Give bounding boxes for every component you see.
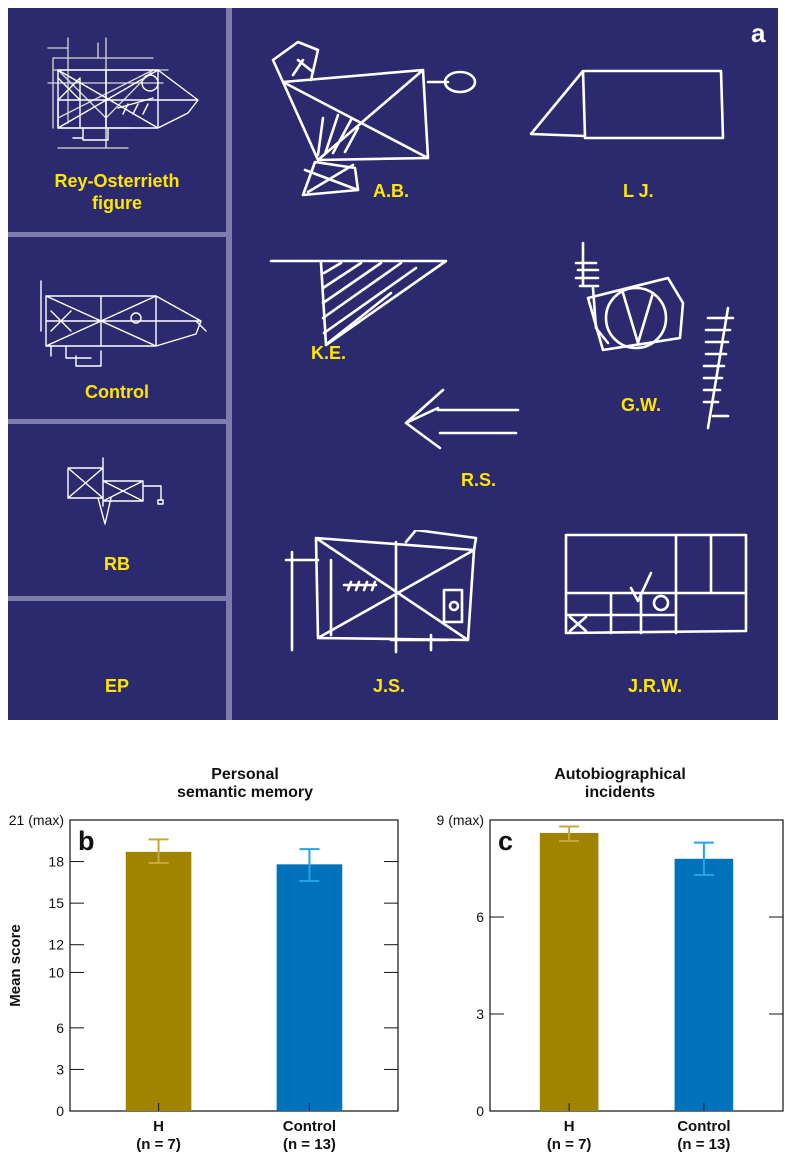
chart-b-plot-frame	[69, 819, 399, 1112]
chart-b-bar-control	[276, 864, 343, 1111]
control-drawing	[40, 280, 207, 367]
chart-b-title-line1: Personal	[211, 766, 279, 783]
chart-c-ytick-label: 0	[476, 1103, 484, 1119]
js-label: J.S.	[373, 676, 406, 696]
chart-b-category-label: Control	[283, 1118, 336, 1135]
ep-label: EP	[104, 676, 129, 696]
chart-c-category-label: H	[564, 1118, 575, 1135]
rey-osterrieth-label-line2: figure	[91, 193, 142, 213]
lj-label: L J.	[623, 181, 654, 201]
rb-label: RB	[104, 554, 130, 574]
chart-b-ytick-label: 0	[56, 1103, 64, 1119]
rs-drawing	[404, 388, 520, 450]
ab-label: A.B.	[373, 181, 409, 201]
chart-c-title-line2: incidents	[584, 784, 656, 801]
chart-b-panel-letter: b	[78, 826, 95, 856]
vertical-divider	[226, 8, 232, 720]
chart-b-ytick-label: 12	[48, 937, 64, 953]
gw-label: G.W.	[621, 395, 661, 415]
chart-b-ytick-label: 21 (max)	[9, 812, 64, 828]
chart-b-category-label: H	[153, 1118, 164, 1135]
ke-label: K.E.	[311, 343, 347, 363]
horizontal-divider-2	[8, 419, 226, 424]
chart-b-bar-h	[125, 851, 192, 1111]
js-drawing	[284, 530, 478, 654]
chart-b-ytick-label: 15	[48, 895, 64, 911]
chart-c-ytick-label: 9 (max)	[437, 812, 484, 828]
chart-b-category-sublabel: (n = 13)	[283, 1136, 336, 1153]
chart-b-category-sublabel: (n = 7)	[136, 1136, 181, 1153]
chart-c-ytick-label: 6	[476, 909, 484, 925]
chart-b-ytick-label: 6	[56, 1020, 64, 1036]
chart-c-title: Autobiographical incidents	[520, 766, 720, 802]
chart-b-ytick-label: 3	[56, 1061, 64, 1077]
horizontal-divider-1	[8, 232, 226, 237]
chart-c-category-sublabel: (n = 13)	[677, 1136, 730, 1153]
panel-a-drawings: a Rey-Osterrieth figure Control RB EP	[8, 8, 778, 720]
chart-b-ylabel: Mean score	[7, 924, 24, 1007]
chart-c-category-label: Control	[677, 1118, 730, 1135]
chart-b-title-line2: semantic memory	[176, 784, 314, 801]
lj-drawing	[529, 69, 725, 140]
panel-letter-a: a	[751, 18, 766, 48]
jrw-label: J.R.W.	[628, 676, 683, 696]
rb-drawing	[67, 457, 164, 525]
chart-b-personal-semantic-memory: 0 3 6 10 12 15 18 21 (max) Mean score b H(n = 7) Co…	[7, 812, 399, 1153]
jrw-drawing	[564, 533, 748, 635]
chart-b-ytick-label: 18	[48, 854, 64, 870]
chart-b-ytick-label: 10	[48, 964, 64, 980]
gw-drawing	[574, 241, 735, 430]
chart-c-panel-letter: c	[498, 826, 513, 856]
chart-c-title-line1: Autobiographical	[554, 766, 686, 783]
chart-b-title: Personal semantic memory	[145, 766, 345, 802]
ke-drawing	[269, 259, 448, 347]
chart-c-plot-frame	[489, 819, 784, 1112]
rey-osterrieth-figure-drawing	[47, 37, 199, 149]
chart-c-bar-control	[674, 858, 734, 1111]
chart-c-ytick-label: 3	[476, 1006, 484, 1022]
chart-c-category-sublabel: (n = 7)	[547, 1136, 592, 1153]
chart-c-autobiographical-incidents: 0 3 6 9 (max) c H(n = 7) Control(n = 13)	[437, 812, 784, 1153]
control-label: Control	[85, 382, 149, 402]
chart-c-bar-h	[539, 832, 599, 1111]
rey-osterrieth-label: Rey-Osterrieth figure	[8, 170, 226, 214]
ab-drawing	[271, 40, 477, 197]
rs-label: R.S.	[461, 470, 497, 490]
horizontal-divider-3	[8, 596, 226, 601]
rey-osterrieth-label-line1: Rey-Osterrieth	[54, 171, 180, 191]
